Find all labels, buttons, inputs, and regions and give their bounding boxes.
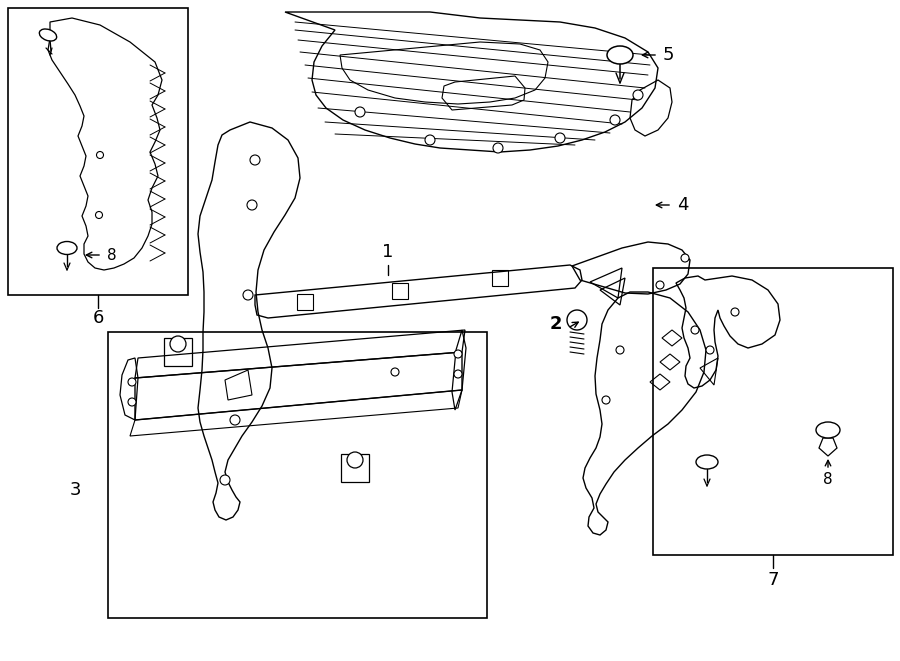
Circle shape	[602, 396, 610, 404]
Circle shape	[567, 310, 587, 330]
Circle shape	[250, 155, 260, 165]
Circle shape	[610, 115, 620, 125]
Circle shape	[616, 346, 624, 354]
Circle shape	[454, 370, 462, 378]
Circle shape	[425, 135, 435, 145]
Circle shape	[95, 212, 103, 219]
Circle shape	[555, 133, 565, 143]
Circle shape	[493, 143, 503, 153]
Text: 5: 5	[662, 46, 674, 64]
Circle shape	[96, 151, 104, 159]
Circle shape	[391, 368, 399, 376]
Circle shape	[681, 254, 689, 262]
Circle shape	[243, 290, 253, 300]
Circle shape	[633, 90, 643, 100]
Circle shape	[731, 308, 739, 316]
Circle shape	[706, 346, 714, 354]
Circle shape	[691, 326, 699, 334]
Bar	[164, 338, 192, 366]
Bar	[653, 268, 893, 555]
Bar	[108, 332, 487, 618]
Circle shape	[128, 378, 136, 386]
Circle shape	[454, 350, 462, 358]
Text: 1: 1	[382, 243, 393, 261]
Text: 8: 8	[107, 247, 117, 262]
Circle shape	[247, 200, 257, 210]
Bar	[341, 454, 369, 482]
Circle shape	[128, 398, 136, 406]
Circle shape	[355, 107, 365, 117]
Circle shape	[347, 452, 363, 468]
Ellipse shape	[607, 46, 633, 64]
Text: 7: 7	[767, 571, 778, 589]
Circle shape	[230, 415, 240, 425]
Ellipse shape	[57, 241, 77, 254]
Ellipse shape	[816, 422, 840, 438]
Text: 4: 4	[677, 196, 688, 214]
Text: 6: 6	[93, 309, 104, 327]
Circle shape	[656, 281, 664, 289]
Ellipse shape	[40, 29, 57, 41]
Ellipse shape	[696, 455, 718, 469]
Circle shape	[170, 336, 186, 352]
Text: 8: 8	[824, 473, 832, 488]
Text: 2: 2	[550, 315, 562, 333]
Text: 3: 3	[69, 481, 81, 499]
Bar	[8, 8, 188, 295]
Circle shape	[220, 475, 230, 485]
